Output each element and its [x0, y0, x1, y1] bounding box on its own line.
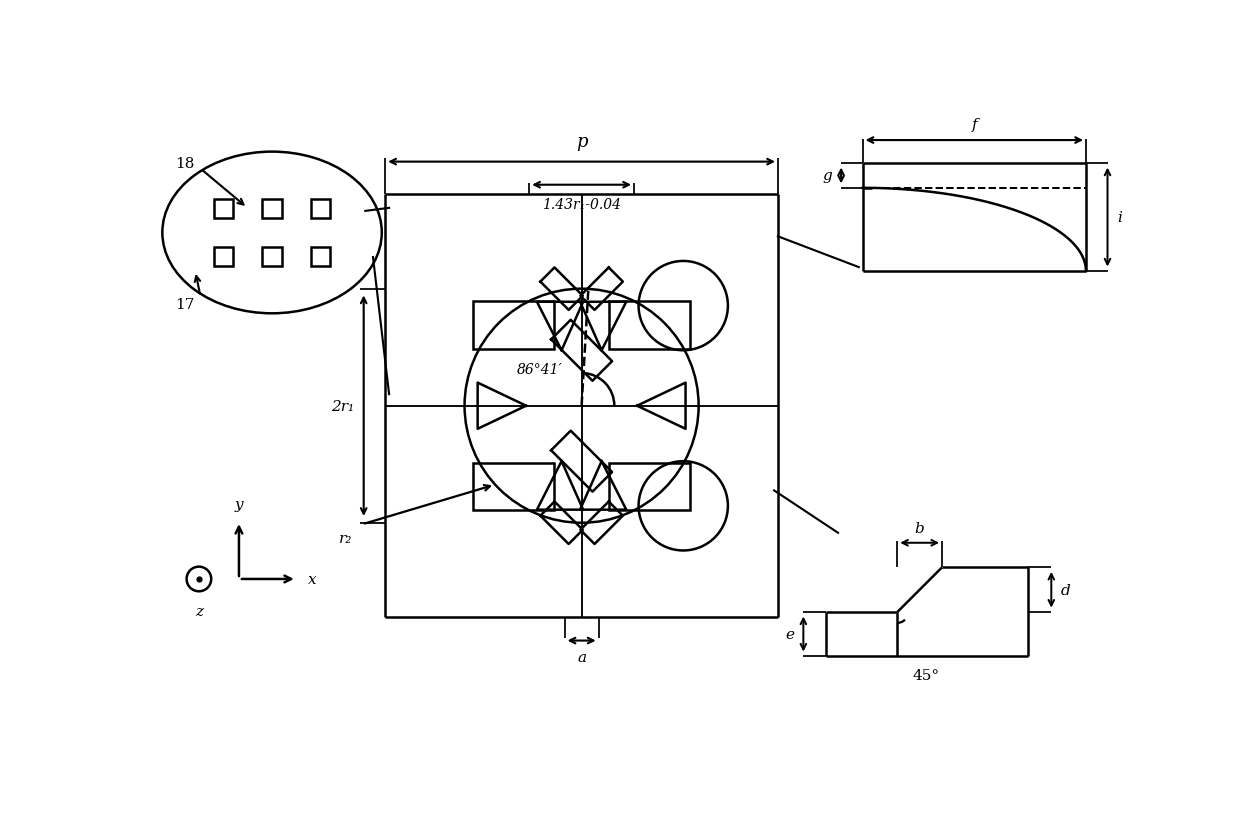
Text: 1.43r₁-0.04: 1.43r₁-0.04 — [542, 198, 621, 212]
Bar — [263, 248, 281, 267]
Text: r₂: r₂ — [339, 532, 352, 546]
Text: z: z — [195, 604, 203, 619]
Text: p: p — [575, 133, 588, 151]
Text: g: g — [822, 169, 832, 183]
Bar — [474, 463, 554, 511]
Bar — [311, 248, 330, 267]
Text: b: b — [915, 522, 925, 536]
Bar — [311, 200, 330, 219]
Text: 2r₁: 2r₁ — [331, 399, 355, 413]
Bar — [609, 301, 689, 349]
Text: e: e — [785, 628, 794, 641]
Bar — [215, 200, 233, 219]
Bar — [609, 463, 689, 511]
Text: 86°41′: 86°41′ — [516, 363, 562, 377]
Bar — [263, 200, 281, 219]
Text: f: f — [971, 118, 977, 132]
Bar — [474, 301, 554, 349]
Bar — [215, 248, 233, 267]
Text: a: a — [577, 650, 587, 664]
Text: x: x — [308, 572, 316, 586]
Text: d: d — [1060, 583, 1070, 597]
Text: 17: 17 — [175, 298, 195, 311]
Text: 45°: 45° — [913, 667, 940, 681]
Text: 18: 18 — [175, 157, 195, 171]
Text: y: y — [234, 498, 243, 512]
Text: i: i — [1117, 211, 1122, 224]
